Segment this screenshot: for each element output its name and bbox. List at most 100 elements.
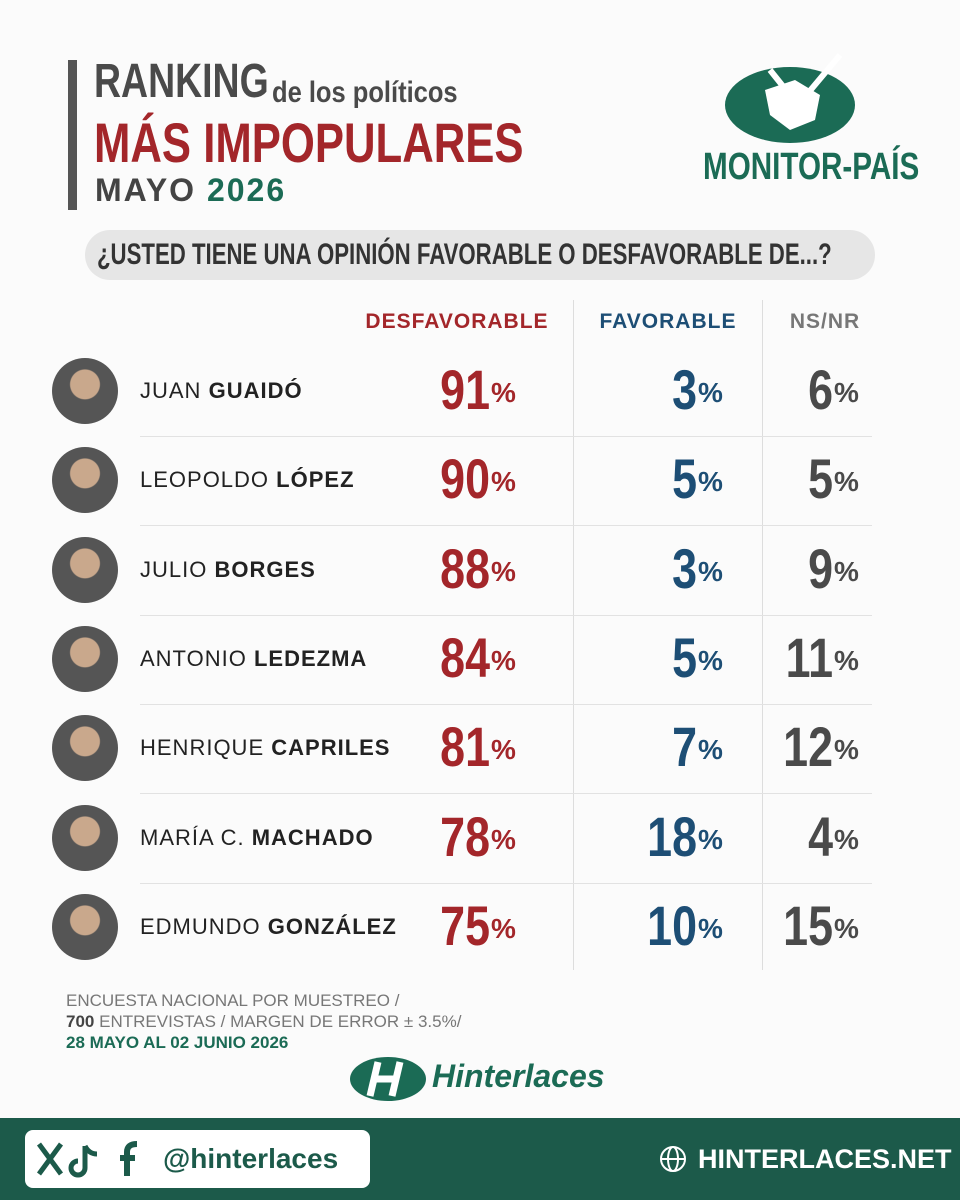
title: MÁS IMPOPULARES: [94, 111, 524, 174]
last-name: GUAIDÓ: [208, 378, 303, 403]
unit: %: [491, 377, 516, 408]
row-separator: [140, 882, 872, 884]
value: 75: [440, 893, 490, 957]
photo: [52, 893, 118, 960]
last-name: GONZÁLEZ: [267, 913, 397, 939]
value: 88: [440, 536, 490, 600]
photo: [52, 536, 118, 603]
value: 78: [440, 804, 490, 868]
first-name: EDMUNDO: [140, 913, 261, 939]
divider: [573, 300, 574, 970]
sample: 700: [66, 1012, 95, 1031]
row-separator: [140, 436, 872, 437]
column-header: FAVORABLE: [599, 310, 737, 333]
row-separator: [140, 525, 872, 527]
social-icons: [36, 1141, 138, 1178]
value: 7: [672, 715, 697, 779]
unit: %: [491, 555, 516, 587]
handle: @hinterlaces: [163, 1143, 339, 1174]
value: 12: [783, 715, 833, 779]
unit: %: [834, 644, 859, 676]
unit: %: [698, 734, 723, 766]
first-name: LEOPOLDO: [140, 467, 270, 493]
value: 81: [440, 715, 490, 779]
unit: %: [834, 377, 859, 408]
period-year: 2026: [206, 172, 287, 208]
period-month: MAYO: [95, 172, 197, 208]
photo: [52, 358, 118, 424]
unit: %: [834, 734, 859, 766]
value: 11: [785, 625, 833, 689]
title: RANKING: [94, 55, 269, 108]
last-name: LÓPEZ: [276, 467, 355, 493]
unit: %: [698, 377, 723, 408]
value: 91: [440, 358, 490, 421]
value: 15: [783, 893, 833, 957]
value: 18: [647, 804, 697, 868]
value: 3: [672, 536, 697, 600]
footer-line: ENTREVISTAS / MARGEN DE ERROR ± 3.5%/: [99, 1012, 462, 1031]
globe-icon: [660, 1146, 686, 1172]
value: 5: [672, 625, 697, 689]
unit: %: [698, 823, 723, 855]
question-pill: [85, 230, 875, 280]
logo-icon: [725, 53, 855, 143]
value: 84: [440, 625, 490, 689]
value: 9: [808, 536, 833, 600]
row-separator: [140, 614, 872, 616]
first-name: JULIO: [140, 556, 208, 582]
unit: %: [698, 644, 723, 676]
value: 4: [808, 804, 833, 868]
value: 5: [808, 447, 833, 511]
logo-text: MONITOR-PAÍS: [703, 146, 920, 188]
brand-icon: [350, 1057, 426, 1101]
photo: [52, 804, 118, 871]
name: EDMUNDO GONZÁLEZ: [140, 914, 397, 940]
last-name: LEDEZMA: [253, 645, 368, 671]
accent-bar: [68, 60, 77, 210]
unit: %: [698, 466, 723, 498]
last-name: CAPRILES: [271, 735, 391, 761]
first-name: JUAN: [140, 378, 202, 403]
footer-line: ENCUESTA NACIONAL POR MUESTREO /: [66, 991, 400, 1010]
first-name: MARÍA C.: [140, 824, 245, 850]
dates: 28 MAYO AL 02 JUNIO 2026: [66, 1033, 289, 1052]
name: HENRIQUE CAPRILES: [140, 735, 391, 761]
first-name: ANTONIO: [140, 645, 247, 671]
unit: %: [698, 555, 723, 587]
last-name: MACHADO: [251, 824, 374, 850]
unit: %: [834, 823, 859, 855]
value: 90: [440, 447, 490, 511]
row-separator: [140, 703, 872, 705]
footer-note: ENCUESTA NACIONAL POR MUESTREO / 700 ENT…: [66, 990, 461, 1053]
row-separator: [140, 793, 872, 795]
unit: %: [834, 466, 859, 498]
question: ¿USTED TIENE UNA OPINIÓN FAVORABLE O DES…: [97, 238, 832, 271]
photo: [52, 715, 118, 782]
unit: %: [491, 466, 516, 498]
title-rest: de los políticos: [272, 76, 458, 109]
value: 3: [672, 358, 697, 421]
brand: Hinterlaces: [432, 1058, 605, 1094]
name: ANTONIO LEDEZMA: [140, 646, 367, 672]
unit: %: [698, 912, 723, 944]
unit: %: [491, 823, 516, 855]
value: 5: [672, 447, 697, 511]
column-header: NS/NR: [789, 310, 861, 333]
column-header: DESFAVORABLE: [365, 310, 549, 333]
photo: [52, 625, 118, 692]
unit: %: [491, 644, 516, 676]
unit: %: [834, 912, 859, 944]
value: 6: [808, 358, 833, 421]
value: 10: [647, 893, 697, 957]
unit: %: [491, 734, 516, 766]
divider: [762, 300, 763, 970]
photo: [52, 447, 118, 514]
last-name: BORGES: [214, 556, 316, 582]
unit: %: [834, 555, 859, 587]
unit: %: [491, 912, 516, 944]
name: LEOPOLDO LÓPEZ: [140, 467, 355, 493]
name: JULIO BORGES: [140, 557, 316, 583]
first-name: HENRIQUE: [140, 735, 265, 761]
